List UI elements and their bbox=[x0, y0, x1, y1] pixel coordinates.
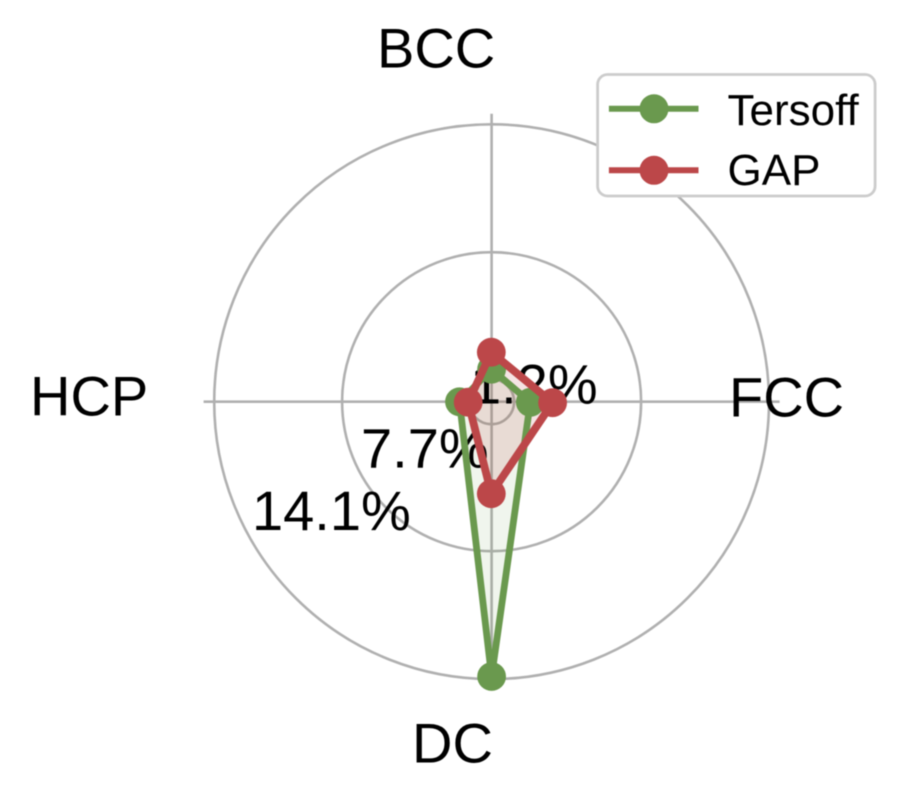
svg-text:HCP: HCP bbox=[30, 365, 148, 428]
svg-text:BCC: BCC bbox=[377, 17, 495, 80]
svg-text:DC: DC bbox=[412, 712, 493, 775]
svg-text:FCC: FCC bbox=[729, 366, 844, 429]
svg-text:GAP: GAP bbox=[728, 146, 821, 195]
svg-text:14.1%: 14.1% bbox=[252, 479, 411, 542]
svg-text:Tersoff: Tersoff bbox=[728, 86, 860, 135]
